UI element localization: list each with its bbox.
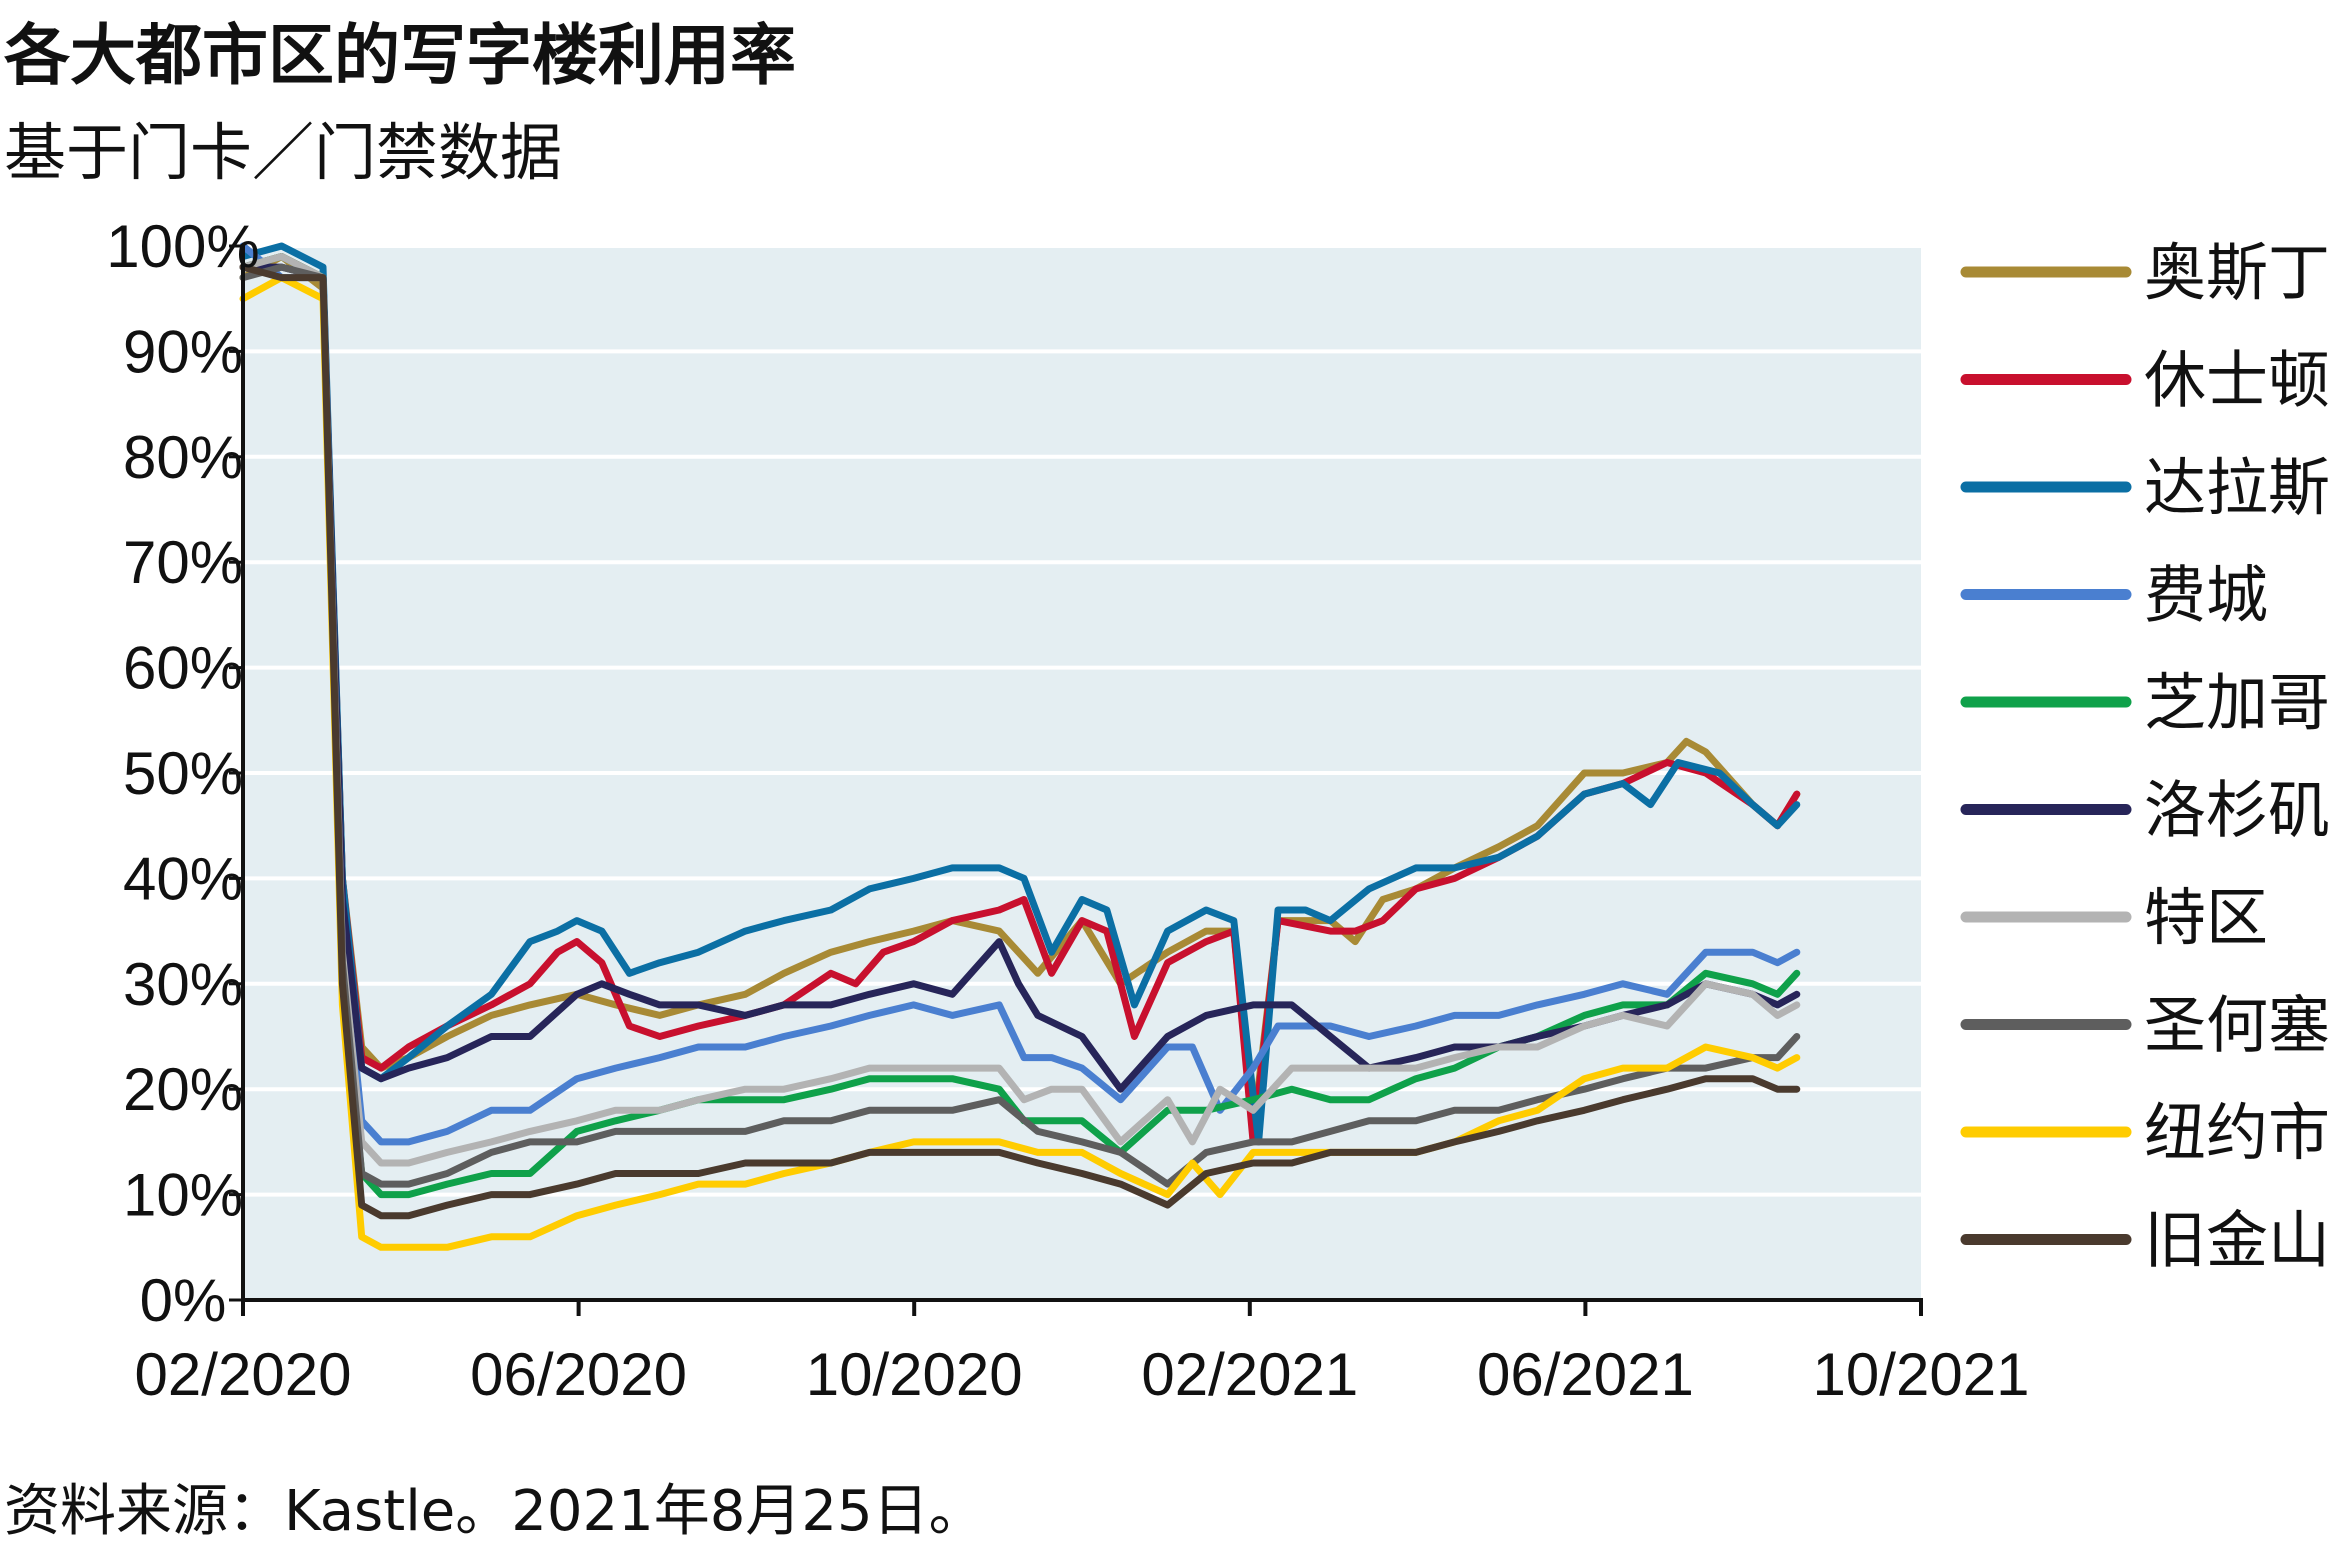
series-line-9 [239, 263, 1801, 1220]
y-axis-ticks: 0% 10% 20% 30% 40% 50% 60% 70% 80% 90% 100% [106, 213, 259, 1334]
y-tick-label: 80% [123, 424, 243, 491]
source-note: 资料来源：Kastle。2021年8月25日。 [4, 1479, 985, 1544]
series-line-0 [239, 253, 1801, 1135]
y-tick-label: 60% [123, 635, 243, 702]
legend-label-2: 达拉斯 [2144, 451, 2330, 524]
y-tick-label: 100% [106, 213, 259, 280]
series-line-6 [239, 253, 1801, 1167]
x-tick-label: 06/2020 [470, 1341, 687, 1408]
legend-label-6: 特区 [2144, 881, 2268, 954]
x-tick-label: 02/2020 [135, 1341, 352, 1408]
series-line-3 [239, 242, 1801, 1146]
legend-label-5: 洛杉矶 [2144, 774, 2330, 847]
y-tick-label: 50% [123, 740, 243, 807]
y-tick-label: 70% [123, 529, 243, 596]
legend-label-1: 休士顿 [2144, 344, 2330, 417]
chart-subtitle: 基于门卡／门禁数据 [4, 116, 563, 189]
x-tick-label: 10/2020 [806, 1341, 1023, 1408]
y-tick-label: 40% [123, 845, 243, 912]
series-lines [239, 242, 1801, 1251]
x-tick-label: 02/2021 [1141, 1341, 1358, 1408]
x-tick-label: 06/2021 [1477, 1341, 1694, 1408]
x-axis-ticks: 02/2020 06/2020 10/2020 02/2021 06/2021 10/20… [135, 1300, 2030, 1408]
legend-label-3: 费城 [2144, 559, 2268, 632]
chart-title: 各大都市区的写字楼利用率 [4, 17, 796, 94]
y-tick-label: 20% [123, 1056, 243, 1123]
y-tick-label: 10% [123, 1162, 243, 1229]
legend-label-9: 旧金山 [2144, 1204, 2330, 1277]
legend-label-7: 圣何塞 [2144, 989, 2330, 1062]
legend-label-8: 纽约市 [2144, 1096, 2330, 1169]
legend-label-4: 芝加哥 [2144, 666, 2330, 739]
series-line-8 [239, 274, 1801, 1251]
y-tick-label: 90% [123, 318, 243, 385]
legend-label-0: 奥斯丁 [2144, 236, 2330, 309]
y-tick-label: 0% [140, 1267, 227, 1334]
x-tick-label: 10/2021 [1813, 1341, 2030, 1408]
series-line-2 [239, 242, 1801, 1146]
series-line-5 [239, 263, 1801, 1093]
y-tick-label: 30% [123, 951, 243, 1018]
